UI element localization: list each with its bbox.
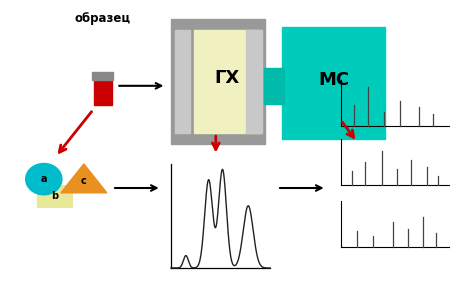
Text: b: b (51, 191, 58, 201)
Bar (264, 68, 284, 103)
Bar (36, 185, 72, 207)
Ellipse shape (26, 164, 62, 195)
Bar (171, 19, 265, 144)
Polygon shape (61, 164, 107, 193)
Bar (175, 30, 190, 133)
Text: образец: образец (74, 12, 131, 25)
Bar (92, 72, 113, 80)
Bar (246, 30, 262, 133)
Bar (194, 30, 261, 133)
Bar (94, 75, 112, 105)
Bar (282, 27, 385, 139)
Text: c: c (81, 176, 87, 186)
Text: МС: МС (318, 71, 349, 89)
Text: ГХ: ГХ (214, 69, 240, 87)
Text: a: a (41, 174, 47, 184)
